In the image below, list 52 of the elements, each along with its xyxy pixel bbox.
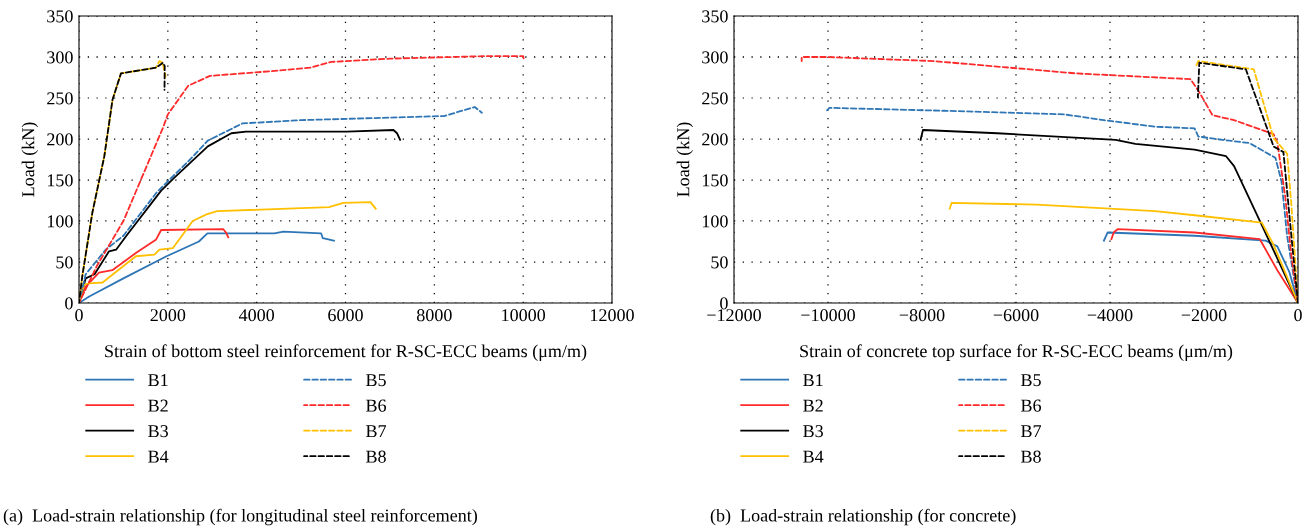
x-tick-label: −4000 <box>1087 309 1133 322</box>
legend-label: B7 <box>366 425 387 438</box>
legend-label: B2 <box>148 399 168 412</box>
y-tick-label: 150 <box>47 174 73 187</box>
legend-label: B5 <box>1021 374 1041 387</box>
y-tick-label: 50 <box>56 256 73 269</box>
legend-label: B3 <box>803 425 823 438</box>
x-tick-label: 4000 <box>238 309 275 322</box>
x-tick-label: 12000 <box>591 309 634 322</box>
y-tick-label: 200 <box>47 133 73 146</box>
legend-label: B4 <box>803 450 824 463</box>
legend-label: B5 <box>366 374 386 387</box>
legend-label: B3 <box>148 425 168 438</box>
y-tick-label: 350 <box>47 10 73 23</box>
y-tick-label: 350 <box>702 10 728 23</box>
legend-label: B1 <box>148 374 168 387</box>
legend-label: B8 <box>366 450 386 463</box>
legend-label: B1 <box>803 374 823 387</box>
x-tick-label: −2000 <box>1181 309 1227 322</box>
x-tick-label: −6000 <box>993 309 1039 322</box>
y-axis-title: Load (kN) <box>676 122 694 197</box>
y-tick-label: 300 <box>702 51 728 64</box>
legend-label: B7 <box>1021 425 1042 438</box>
legend-label: B4 <box>148 450 169 463</box>
x-tick-label: −8000 <box>899 309 945 322</box>
y-tick-label: 100 <box>702 215 728 228</box>
legend-label: B6 <box>366 399 387 412</box>
y-tick-label: 250 <box>47 92 73 105</box>
x-tick-label: 6000 <box>328 309 363 322</box>
x-tick-label: 2000 <box>150 309 186 322</box>
legend-label: B8 <box>1021 450 1041 463</box>
y-tick-label: 200 <box>702 133 728 146</box>
x-axis-title: Strain of concrete top surface for R-SC-ECC beams (μm/m) <box>800 344 1233 361</box>
text: (a) Load-strain relationship (for longitudinal steel reinforcement) <box>3 508 477 526</box>
x-tick-label: 0 <box>75 309 83 322</box>
legend-label: B6 <box>1021 399 1042 412</box>
x-tick-label: 0 <box>1294 309 1302 322</box>
x-tick-label: −12000 <box>707 309 761 322</box>
y-tick-label: 100 <box>47 215 73 228</box>
x-axis-title: Strain of bottom steel reinforcement for R-SC-ECC beams (μm/m) <box>105 344 587 361</box>
y-axis-title: Load (kN) <box>21 122 39 197</box>
x-tick-label: 8000 <box>416 309 452 322</box>
x-tick-label: −10000 <box>801 309 855 322</box>
y-tick-label: 0 <box>720 297 728 310</box>
x-tick-label: 10000 <box>502 309 546 322</box>
y-tick-label: 250 <box>702 92 728 105</box>
y-tick-label: 150 <box>702 174 728 187</box>
legend-label: B2 <box>803 399 823 412</box>
y-tick-label: 0 <box>65 297 73 310</box>
y-tick-label: 300 <box>47 51 73 64</box>
y-tick-label: 50 <box>711 256 728 269</box>
text: (b) Load-strain relationship (for concrete) <box>710 508 1016 526</box>
